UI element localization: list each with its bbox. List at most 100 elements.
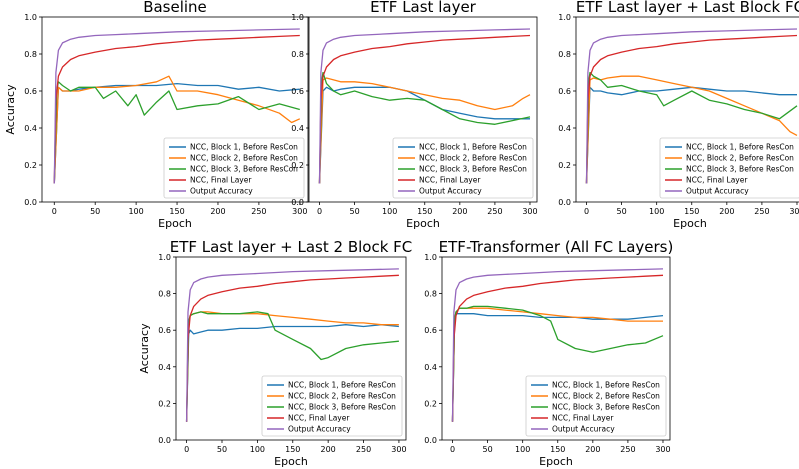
x-tick-label: 0: [584, 207, 589, 216]
series-line-4: [53, 34, 300, 184]
x-tick-label: 50: [217, 445, 227, 454]
chart-panel-5: ETF-Transformer (All FC Layers) 0.0 0.2 0.4…: [424, 238, 673, 468]
chart-title: ETF Last layer: [370, 0, 477, 16]
y-tick-label: 0.6: [558, 87, 571, 96]
series-line-5: [318, 28, 531, 184]
plot-frame: [441, 256, 671, 441]
x-tick-label: 200: [719, 207, 734, 216]
legend-box: [163, 137, 305, 199]
x-tick-label: 200: [585, 445, 600, 454]
y-axis-label: Accuracy: [138, 323, 151, 374]
y-tick-label: 0.2: [558, 161, 571, 170]
y-tick-label: 0.2: [424, 399, 437, 408]
y-tick-label: 0.0: [158, 436, 171, 445]
x-tick-label: 200: [210, 207, 225, 216]
x-tick-label: 150: [550, 445, 565, 454]
chart-panel-1: Baseline 0.0 0.2 0.4 0.6 0.8 1.0 0 50 100 150 200 25…: [4, 0, 309, 230]
series-line-1: [185, 324, 399, 422]
x-tick-label: 100: [515, 445, 530, 454]
x-tick-label: 250: [754, 207, 769, 216]
series-line-5: [185, 268, 399, 422]
series-line-4: [451, 274, 664, 422]
legend-label: NCC, Final Layer: [552, 414, 614, 423]
x-tick-label: 250: [251, 207, 266, 216]
x-axis-label: Epoch: [158, 217, 192, 230]
y-tick-label: 1.0: [24, 13, 37, 22]
x-tick-label: 300: [789, 207, 799, 216]
y-tick-label: 0.8: [158, 290, 171, 299]
y-tick-label: 0.8: [424, 290, 437, 299]
legend-label: Output Accuracy: [686, 187, 749, 196]
y-tick-label: 0.2: [158, 399, 171, 408]
legend-label: NCC, Final Layer: [686, 176, 748, 185]
legend-box: [525, 375, 667, 437]
series-line-5: [585, 28, 798, 184]
x-tick-label: 50: [483, 445, 493, 454]
legend-box: [392, 137, 534, 199]
chart-panel-4: ETF Last layer + Last 2 Block FC 0.0 0.2 0.…: [138, 238, 412, 468]
x-tick-label: 250: [487, 207, 502, 216]
x-tick-label: 300: [292, 207, 307, 216]
series-line-3: [185, 311, 399, 422]
x-tick-label: 250: [356, 445, 371, 454]
x-tick-label: 100: [649, 207, 664, 216]
legend-box: [261, 375, 403, 437]
legend-label: NCC, Block 3, Before ResCon: [419, 165, 527, 174]
chart-title: Baseline: [143, 0, 207, 16]
legend-label: NCC, Block 3, Before ResCon: [686, 165, 794, 174]
y-tick-label: 0.4: [558, 124, 571, 133]
plot-frame: [575, 16, 799, 203]
plot-frame: [308, 16, 538, 203]
y-tick-label: 0.2: [291, 161, 304, 170]
series-line-4: [318, 34, 531, 184]
legend: NCC, Block 1, Before ResCon NCC, Block 2,…: [525, 375, 667, 437]
legend-label: NCC, Block 1, Before ResCon: [419, 143, 527, 152]
legend-label: Output Accuracy: [552, 425, 615, 434]
chart-panel-3: ETF Last layer + Last Block FC 0.0 0.2 0.4 0…: [558, 0, 799, 230]
x-axis-label: Epoch: [539, 455, 573, 468]
y-tick-label: 0.6: [291, 87, 304, 96]
x-tick-label: 0: [52, 207, 57, 216]
x-tick-label: 300: [655, 445, 670, 454]
series-line-2: [318, 77, 531, 184]
series-line-3: [585, 71, 798, 184]
y-tick-label: 0.0: [291, 198, 304, 207]
x-tick-label: 150: [169, 207, 184, 216]
legend: NCC, Block 1, Before ResCon NCC, Block 2,…: [392, 137, 534, 199]
y-tick-label: 0.4: [24, 124, 37, 133]
y-tick-label: 1.0: [291, 13, 304, 22]
series-line-4: [585, 34, 798, 184]
series-line-4: [185, 274, 399, 422]
legend-label: Output Accuracy: [288, 425, 351, 434]
legend-label: NCC, Block 3, Before ResCon: [190, 165, 298, 174]
x-tick-label: 150: [417, 207, 432, 216]
legend-label: NCC, Final Layer: [190, 176, 252, 185]
series-line-3: [318, 71, 531, 184]
series-line-2: [53, 75, 301, 184]
y-axis-label: Accuracy: [4, 84, 17, 135]
legend-label: NCC, Block 2, Before ResCon: [686, 154, 794, 163]
y-tick-label: 0.0: [424, 436, 437, 445]
x-tick-label: 0: [184, 445, 189, 454]
x-tick-label: 0: [317, 207, 322, 216]
y-tick-label: 1.0: [424, 253, 437, 262]
x-axis-label: Epoch: [274, 455, 308, 468]
series-line-3: [53, 81, 300, 184]
legend-label: NCC, Final Layer: [288, 414, 350, 423]
legend-label: NCC, Block 2, Before ResCon: [419, 154, 527, 163]
series-line-5: [451, 268, 664, 422]
legend-label: NCC, Block 3, Before ResCon: [552, 403, 660, 412]
y-tick-label: 0.8: [558, 50, 571, 59]
legend-label: NCC, Block 1, Before ResCon: [288, 381, 396, 390]
y-tick-label: 0.4: [291, 124, 304, 133]
plot-frame: [175, 256, 407, 441]
y-tick-label: 0.0: [24, 198, 37, 207]
x-tick-label: 100: [128, 207, 143, 216]
legend-box: [659, 137, 799, 199]
y-tick-label: 0.0: [558, 198, 571, 207]
x-axis-label: Epoch: [673, 217, 707, 230]
legend-label: NCC, Block 3, Before ResCon: [288, 403, 396, 412]
legend-label: NCC, Block 1, Before ResCon: [552, 381, 660, 390]
x-axis-label: Epoch: [406, 217, 440, 230]
